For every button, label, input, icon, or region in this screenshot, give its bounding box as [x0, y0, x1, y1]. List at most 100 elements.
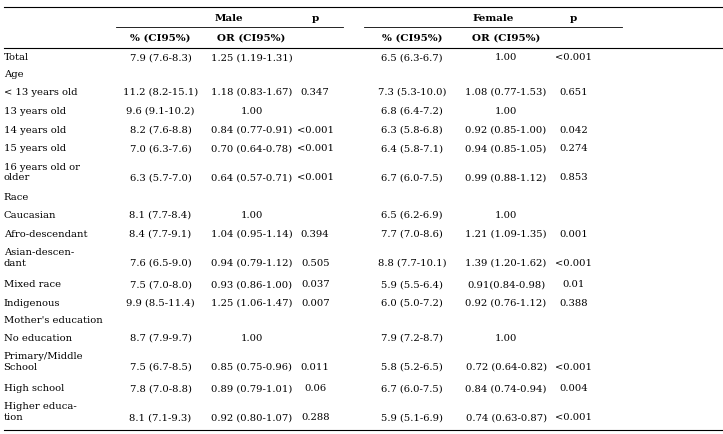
Text: 0.651: 0.651: [559, 88, 588, 97]
Text: 1.39 (1.20-1.62): 1.39 (1.20-1.62): [466, 259, 547, 268]
Text: <0.001: <0.001: [555, 53, 592, 62]
Text: 0.72 (0.64-0.82): 0.72 (0.64-0.82): [466, 363, 547, 372]
Text: 6.4 (5.8-7.1): 6.4 (5.8-7.1): [381, 145, 443, 154]
Text: 0.001: 0.001: [559, 230, 588, 239]
Text: tion: tion: [4, 413, 23, 422]
Text: Mixed race: Mixed race: [4, 280, 61, 289]
Text: 1.18 (0.83-1.67): 1.18 (0.83-1.67): [211, 88, 292, 97]
Text: 1.08 (0.77-1.53): 1.08 (0.77-1.53): [466, 88, 547, 97]
Text: 5.9 (5.1-6.9): 5.9 (5.1-6.9): [381, 413, 443, 422]
Text: p: p: [570, 14, 577, 23]
Text: % (CI95%): % (CI95%): [130, 33, 191, 42]
Text: 15 years old: 15 years old: [4, 145, 66, 154]
Text: 0.84 (0.74-0.94): 0.84 (0.74-0.94): [466, 384, 547, 393]
Text: 0.394: 0.394: [301, 230, 330, 239]
Text: <0.001: <0.001: [296, 145, 334, 154]
Text: Total: Total: [4, 53, 29, 62]
Text: 1.25 (1.06-1.47): 1.25 (1.06-1.47): [211, 299, 292, 308]
Text: < 13 years old: < 13 years old: [4, 88, 77, 97]
Text: 9.9 (8.5-11.4): 9.9 (8.5-11.4): [126, 299, 195, 308]
Text: 6.7 (6.0-7.5): 6.7 (6.0-7.5): [381, 384, 443, 393]
Text: 7.0 (6.3-7.6): 7.0 (6.3-7.6): [129, 145, 192, 154]
Text: 0.74 (0.63-0.87): 0.74 (0.63-0.87): [466, 413, 547, 422]
Text: 0.94 (0.85-1.05): 0.94 (0.85-1.05): [466, 145, 547, 154]
Text: 0.89 (0.79-1.01): 0.89 (0.79-1.01): [211, 384, 292, 393]
Text: <0.001: <0.001: [555, 413, 592, 422]
Text: 6.5 (6.2-6.9): 6.5 (6.2-6.9): [381, 211, 443, 220]
Text: 8.7 (7.9-9.7): 8.7 (7.9-9.7): [129, 334, 192, 342]
Text: 7.6 (6.5-9.0): 7.6 (6.5-9.0): [129, 259, 192, 268]
Text: Asian-descen-: Asian-descen-: [4, 248, 74, 257]
Text: 13 years old: 13 years old: [4, 107, 66, 116]
Text: 0.85 (0.75-0.96): 0.85 (0.75-0.96): [211, 363, 292, 372]
Text: 1.00: 1.00: [241, 107, 262, 116]
Text: 1.00: 1.00: [241, 334, 262, 342]
Text: 14 years old: 14 years old: [4, 125, 66, 135]
Text: 7.7 (7.0-8.6): 7.7 (7.0-8.6): [381, 230, 443, 239]
Text: 0.93 (0.86-1.00): 0.93 (0.86-1.00): [211, 280, 292, 289]
Text: 1.04 (0.95-1.14): 1.04 (0.95-1.14): [210, 230, 293, 239]
Text: 0.84 (0.77-0.91): 0.84 (0.77-0.91): [211, 125, 292, 135]
Text: 0.92 (0.85-1.00): 0.92 (0.85-1.00): [466, 125, 547, 135]
Text: 0.037: 0.037: [301, 280, 330, 289]
Text: 1.00: 1.00: [495, 211, 517, 220]
Text: High school: High school: [4, 384, 64, 393]
Text: Age: Age: [4, 70, 23, 79]
Text: 0.042: 0.042: [559, 125, 588, 135]
Text: 0.007: 0.007: [301, 299, 330, 308]
Text: <0.001: <0.001: [296, 125, 334, 135]
Text: 7.5 (6.7-8.5): 7.5 (6.7-8.5): [129, 363, 192, 372]
Text: 5.9 (5.5-6.4): 5.9 (5.5-6.4): [381, 280, 443, 289]
Text: p: p: [312, 14, 319, 23]
Text: 1.00: 1.00: [495, 53, 517, 62]
Text: OR (CI95%): OR (CI95%): [472, 33, 540, 42]
Text: 0.288: 0.288: [301, 413, 330, 422]
Text: 16 years old or: 16 years old or: [4, 163, 80, 172]
Text: OR (CI95%): OR (CI95%): [218, 33, 286, 42]
Text: 0.91(0.84-0.98): 0.91(0.84-0.98): [467, 280, 545, 289]
Text: 0.011: 0.011: [301, 363, 330, 372]
Text: 1.25 (1.19-1.31): 1.25 (1.19-1.31): [210, 53, 293, 62]
Text: 0.06: 0.06: [304, 384, 326, 393]
Text: Primary/Middle: Primary/Middle: [4, 352, 83, 361]
Text: 8.2 (7.6-8.8): 8.2 (7.6-8.8): [129, 125, 192, 135]
Text: 0.94 (0.79-1.12): 0.94 (0.79-1.12): [211, 259, 292, 268]
Text: 7.8 (7.0-8.8): 7.8 (7.0-8.8): [129, 384, 192, 393]
Text: 0.99 (0.88-1.12): 0.99 (0.88-1.12): [466, 174, 547, 182]
Text: 5.8 (5.2-6.5): 5.8 (5.2-6.5): [381, 363, 443, 372]
Text: 1.00: 1.00: [495, 107, 517, 116]
Text: 9.6 (9.1-10.2): 9.6 (9.1-10.2): [127, 107, 194, 116]
Text: 0.64 (0.57-0.71): 0.64 (0.57-0.71): [211, 174, 292, 182]
Text: 7.3 (5.3-10.0): 7.3 (5.3-10.0): [378, 88, 446, 97]
Text: 7.9 (7.6-8.3): 7.9 (7.6-8.3): [129, 53, 192, 62]
Text: 0.70 (0.64-0.78): 0.70 (0.64-0.78): [211, 145, 292, 154]
Text: 0.92 (0.76-1.12): 0.92 (0.76-1.12): [466, 299, 547, 308]
Text: 6.0 (5.0-7.2): 6.0 (5.0-7.2): [381, 299, 443, 308]
Text: Female: Female: [472, 14, 514, 23]
Text: Race: Race: [4, 194, 29, 202]
Text: 11.2 (8.2-15.1): 11.2 (8.2-15.1): [123, 88, 198, 97]
Text: older: older: [4, 174, 30, 182]
Text: 1.21 (1.09-1.35): 1.21 (1.09-1.35): [466, 230, 547, 239]
Text: 6.7 (6.0-7.5): 6.7 (6.0-7.5): [381, 174, 443, 182]
Text: 8.8 (7.7-10.1): 8.8 (7.7-10.1): [378, 259, 446, 268]
Text: 6.3 (5.8-6.8): 6.3 (5.8-6.8): [381, 125, 443, 135]
Text: 0.004: 0.004: [559, 384, 588, 393]
Text: 0.347: 0.347: [301, 88, 330, 97]
Text: 0.01: 0.01: [562, 280, 584, 289]
Text: Caucasian: Caucasian: [4, 211, 56, 220]
Text: Male: Male: [215, 14, 244, 23]
Text: 8.1 (7.1-9.3): 8.1 (7.1-9.3): [129, 413, 192, 422]
Text: School: School: [4, 363, 38, 372]
Text: 0.853: 0.853: [559, 174, 588, 182]
Text: 7.5 (7.0-8.0): 7.5 (7.0-8.0): [129, 280, 192, 289]
Text: 0.505: 0.505: [301, 259, 330, 268]
Text: % (CI95%): % (CI95%): [382, 33, 442, 42]
Text: <0.001: <0.001: [296, 174, 334, 182]
Text: 6.5 (6.3-6.7): 6.5 (6.3-6.7): [381, 53, 443, 62]
Text: 6.8 (6.4-7.2): 6.8 (6.4-7.2): [381, 107, 443, 116]
Text: 6.3 (5.7-7.0): 6.3 (5.7-7.0): [129, 174, 192, 182]
Text: 8.4 (7.7-9.1): 8.4 (7.7-9.1): [129, 230, 192, 239]
Text: 8.1 (7.7-8.4): 8.1 (7.7-8.4): [129, 211, 192, 220]
Text: 7.9 (7.2-8.7): 7.9 (7.2-8.7): [381, 334, 443, 342]
